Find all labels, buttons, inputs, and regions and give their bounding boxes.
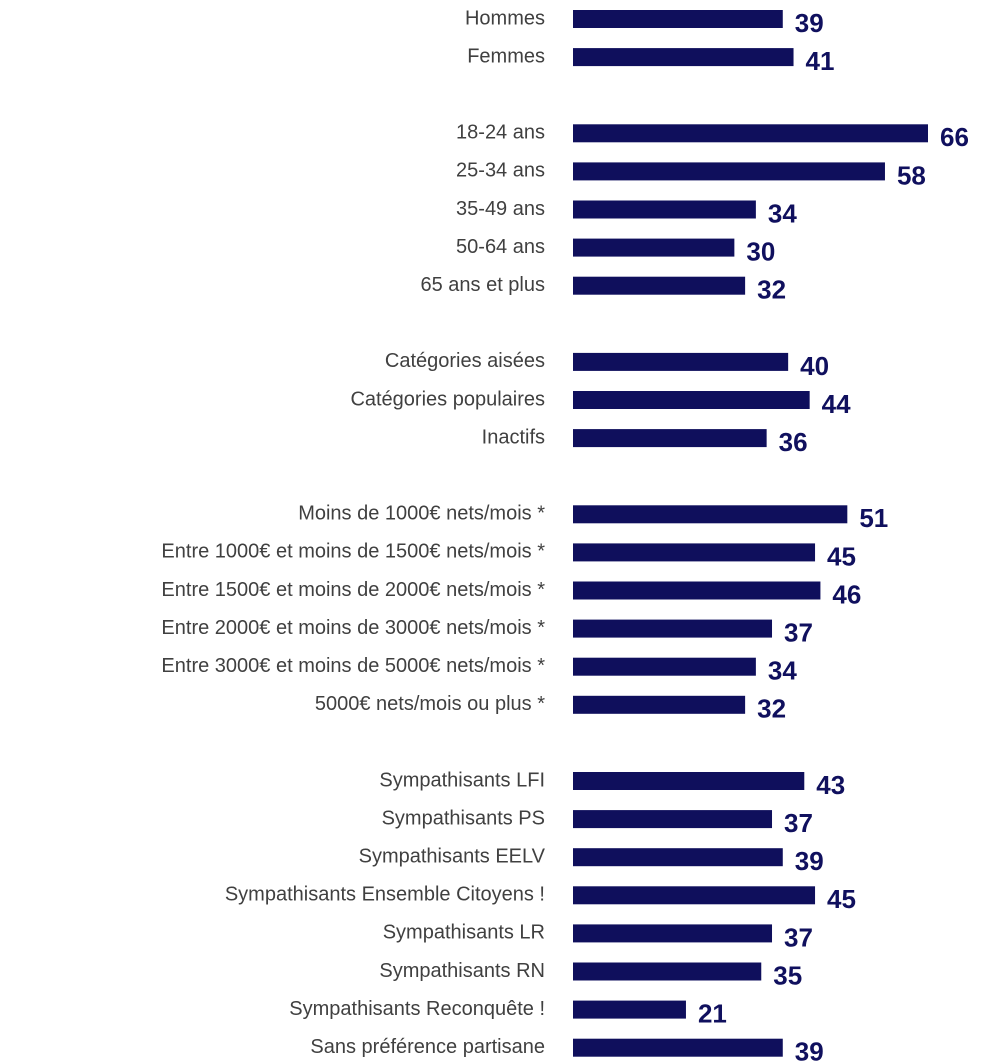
bar — [573, 200, 756, 219]
category-label: Entre 1000€ et moins de 1500€ nets/mois … — [161, 541, 545, 563]
category-label: 5000€ nets/mois ou plus * — [315, 693, 545, 715]
value-label: 37 — [784, 808, 813, 838]
category-label: Sans préférence partisane — [310, 1036, 545, 1058]
bar — [573, 772, 805, 790]
value-label: 40 — [800, 351, 829, 381]
value-label: 36 — [779, 427, 808, 457]
category-label: Sympathisants LR — [383, 922, 545, 944]
value-label: 39 — [795, 8, 824, 38]
bar — [573, 352, 789, 371]
value-label: 39 — [795, 846, 824, 876]
bar — [573, 848, 783, 867]
category-label: 18-24 ans — [456, 122, 545, 144]
value-label: 30 — [746, 236, 775, 266]
bar — [573, 1038, 783, 1057]
category-label: 65 ans et plus — [420, 274, 545, 296]
bar — [573, 391, 810, 409]
bar — [573, 48, 794, 67]
value-label: 66 — [940, 122, 969, 152]
value-label: 39 — [795, 1037, 824, 1061]
bar — [573, 695, 746, 714]
bar — [573, 124, 928, 143]
value-label: 35 — [773, 960, 802, 990]
value-label: 41 — [806, 46, 835, 76]
bar — [573, 962, 762, 981]
bar — [573, 1000, 686, 1019]
category-label: Catégories aisées — [385, 350, 545, 372]
category-label: Entre 2000€ et moins de 3000€ nets/mois … — [161, 617, 545, 639]
category-label: Hommes — [465, 7, 545, 29]
category-label: Sympathisants RN — [379, 960, 545, 982]
value-label: 43 — [816, 770, 845, 800]
category-label: 35-49 ans — [456, 198, 545, 220]
category-label: Sympathisants Reconquête ! — [289, 998, 545, 1020]
value-label: 37 — [784, 922, 813, 952]
value-label: 58 — [897, 160, 926, 190]
value-label: 46 — [832, 579, 861, 609]
value-label: 45 — [827, 884, 856, 914]
value-label: 34 — [768, 198, 797, 228]
category-label: Sympathisants LFI — [379, 769, 545, 791]
category-label: Sympathisants PS — [382, 807, 545, 829]
bar — [573, 924, 773, 943]
category-label: Entre 1500€ et moins de 2000€ nets/mois … — [161, 579, 545, 601]
category-label: Entre 3000€ et moins de 5000€ nets/mois … — [161, 655, 545, 677]
bar — [573, 657, 756, 676]
bar — [573, 10, 783, 28]
category-label: 50-64 ans — [456, 236, 545, 258]
bar — [573, 238, 735, 257]
bar — [573, 162, 885, 181]
category-label: Moins de 1000€ nets/mois * — [298, 503, 545, 525]
category-label: Sympathisants Ensemble Citoyens ! — [225, 884, 545, 906]
value-label: 37 — [784, 617, 813, 647]
value-label: 51 — [859, 503, 888, 533]
value-label: 32 — [757, 694, 786, 724]
bar — [573, 429, 767, 448]
category-label: 25-34 ans — [456, 160, 545, 182]
value-label: 21 — [698, 998, 727, 1028]
bar — [573, 810, 773, 829]
bar — [573, 886, 816, 905]
value-label: 32 — [757, 275, 786, 305]
bar — [573, 276, 746, 295]
value-label: 45 — [827, 541, 856, 571]
value-label: 34 — [768, 656, 797, 686]
category-label: Inactifs — [482, 426, 545, 448]
category-label: Femmes — [467, 45, 545, 67]
category-label: Sympathisants EELV — [359, 845, 546, 867]
bar — [573, 543, 816, 562]
bar — [573, 581, 821, 600]
category-label: Catégories populaires — [350, 388, 545, 410]
value-label: 44 — [822, 389, 851, 419]
bar — [573, 619, 773, 638]
bar — [573, 505, 848, 524]
